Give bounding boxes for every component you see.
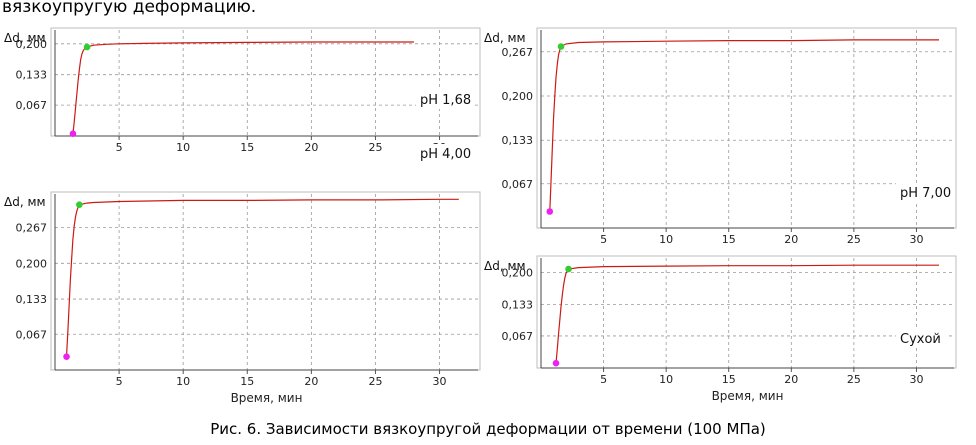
- y-tick-label: 0,133: [502, 298, 534, 311]
- y-tick-label: 0,267: [16, 222, 48, 235]
- x-tick-label: 20: [784, 233, 798, 246]
- y-tick-label: 0,267: [502, 46, 534, 59]
- end-point-marker: [557, 43, 565, 50]
- sample-label-box: [416, 90, 472, 109]
- start-point-marker: [63, 353, 70, 360]
- series-line: [549, 39, 939, 212]
- x-tick-label: 30: [433, 375, 447, 388]
- y-tick-label: 0,067: [502, 330, 534, 343]
- y-axis-label: Δd, мм: [484, 259, 526, 273]
- end-point-marker: [76, 201, 83, 208]
- plot-frame: [536, 255, 957, 369]
- y-tick-label: 0,200: [502, 266, 534, 279]
- sample-label-box: [896, 183, 952, 202]
- x-tick-label: 20: [784, 373, 798, 386]
- end-point-marker: [565, 265, 572, 273]
- x-tick-label: 30: [909, 233, 923, 246]
- x-tick-label: 25: [847, 233, 861, 246]
- x-tick-label: 25: [368, 375, 382, 388]
- sample-label: Сухой: [900, 332, 941, 347]
- x-tick-label: 15: [240, 375, 254, 388]
- y-tick-label: 0,133: [16, 293, 48, 306]
- y-tick-label: 0,133: [16, 69, 48, 82]
- x-tick-label: 5: [600, 373, 607, 386]
- y-tick-label: 0,067: [16, 99, 48, 112]
- series-line: [555, 264, 939, 364]
- chart-dry: 0,067 0,133 0,200 5 10 15 20 25 30 Δd, мм Время, м…: [480, 254, 960, 406]
- y-tick-label: 0,067: [502, 178, 534, 191]
- x-tick-label: 20: [304, 141, 318, 154]
- sample-label: pH 1,68: [420, 93, 471, 108]
- x-tick-label: 10: [659, 373, 673, 386]
- y-tick-label: 0,200: [16, 38, 48, 51]
- y-axis-label: Δd, мм: [4, 195, 46, 209]
- intro-text: вязкоупругую деформацию.: [2, 0, 257, 17]
- x-tick-label: 25: [368, 141, 382, 154]
- plot-frame: [50, 191, 481, 371]
- x-tick-label: 15: [722, 373, 736, 386]
- y-tick-label: 0,200: [16, 257, 48, 270]
- sample-label: pH 7,00: [900, 186, 951, 201]
- x-tick-label: 5: [116, 375, 123, 388]
- end-point-marker: [83, 43, 91, 51]
- y-tick-label: 0,200: [502, 90, 534, 103]
- x-axis-label: Время, мин: [712, 389, 784, 403]
- y-tick-label: 0,067: [16, 328, 48, 341]
- sample-label: pH 4,00: [420, 147, 471, 162]
- x-tick-label: 15: [240, 141, 254, 154]
- x-tick-label: 25: [847, 373, 861, 386]
- x-tick-label: 30: [909, 373, 923, 386]
- y-axis-label: Δd, мм: [484, 31, 526, 45]
- x-tick-label: 5: [600, 233, 607, 246]
- figure-caption: Рис. 6. Зависимости вязкоупругой деформа…: [210, 420, 766, 438]
- start-point-marker: [552, 359, 560, 367]
- y-axis-label: Δd, мм: [4, 31, 46, 45]
- sample-label-box: [896, 329, 946, 348]
- x-tick-label: 5: [116, 141, 123, 154]
- start-point-marker: [69, 130, 77, 137]
- x-tick-label: 10: [176, 141, 190, 154]
- series-line: [72, 41, 414, 134]
- x-tick-label: 10: [176, 375, 190, 388]
- y-tick-label: 0,133: [502, 134, 534, 147]
- chart-ph-4-00: 0,067 0,133 0,200 0,267 5 10 15 20 25 30 Δd, мм Вре…: [0, 144, 484, 408]
- x-tick-label: 20: [304, 375, 318, 388]
- x-axis-label: Время, мин: [231, 391, 303, 405]
- chart-ph-7-00: 0,067 0,133 0,200 0,267 5 10 15 20 25 30 Δd, мм pH …: [480, 26, 960, 246]
- plot-frame: [536, 27, 957, 229]
- series-line: [65, 198, 459, 357]
- x-tick-label: 15: [722, 233, 736, 246]
- start-point-marker: [546, 208, 554, 215]
- x-tick-label: 10: [659, 233, 673, 246]
- sample-label-box: [416, 144, 472, 163]
